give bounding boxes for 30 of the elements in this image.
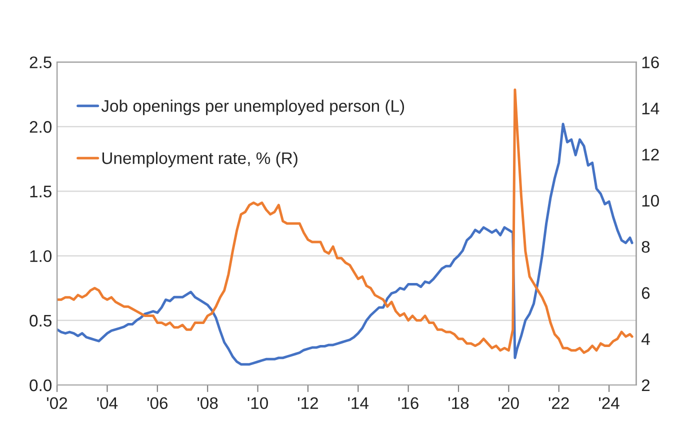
y2-tick-label: 8 xyxy=(642,240,650,253)
x-tick-label: '14 xyxy=(348,397,369,409)
y-tick-label: 1.0 xyxy=(30,250,52,262)
legend-label: Unemployment rate, % (R) xyxy=(102,152,298,168)
y-tick-label: 2.0 xyxy=(30,121,52,133)
y2-tick-label: 10 xyxy=(642,194,659,207)
x-tick-label: '24 xyxy=(599,397,620,409)
x-tick-label: '06 xyxy=(147,397,168,410)
x-tick-label: '20 xyxy=(498,397,519,410)
y-tick-label: 0.0 xyxy=(30,379,52,392)
y2-tick-label: 6 xyxy=(642,287,650,299)
y2-tick-label: 2 xyxy=(642,379,650,392)
y2-tick-label: 16 xyxy=(642,56,659,68)
legend-label: Job openings per unemployed person (L) xyxy=(101,100,404,116)
y-tick-label: 2.5 xyxy=(30,56,52,68)
x-tick-label: '02 xyxy=(47,397,68,410)
y-tick-label: 1.5 xyxy=(30,186,52,198)
line-series xyxy=(57,88,634,354)
x-tick-label: '04 xyxy=(97,397,118,410)
line-series xyxy=(57,122,634,366)
y2-tick-label: 12 xyxy=(642,148,659,160)
y-tick-label: 0.5 xyxy=(30,314,52,327)
x-tick-label: '16 xyxy=(398,397,418,410)
y2-tick-label: 14 xyxy=(642,102,660,114)
x-tick-label: '12 xyxy=(298,397,318,409)
y2-tick-label: 4 xyxy=(641,333,650,345)
x-tick-label: '08 xyxy=(198,397,218,410)
x-tick-label: '10 xyxy=(248,397,268,410)
x-tick-label: '18 xyxy=(448,397,469,410)
x-tick-label: '22 xyxy=(548,397,569,409)
